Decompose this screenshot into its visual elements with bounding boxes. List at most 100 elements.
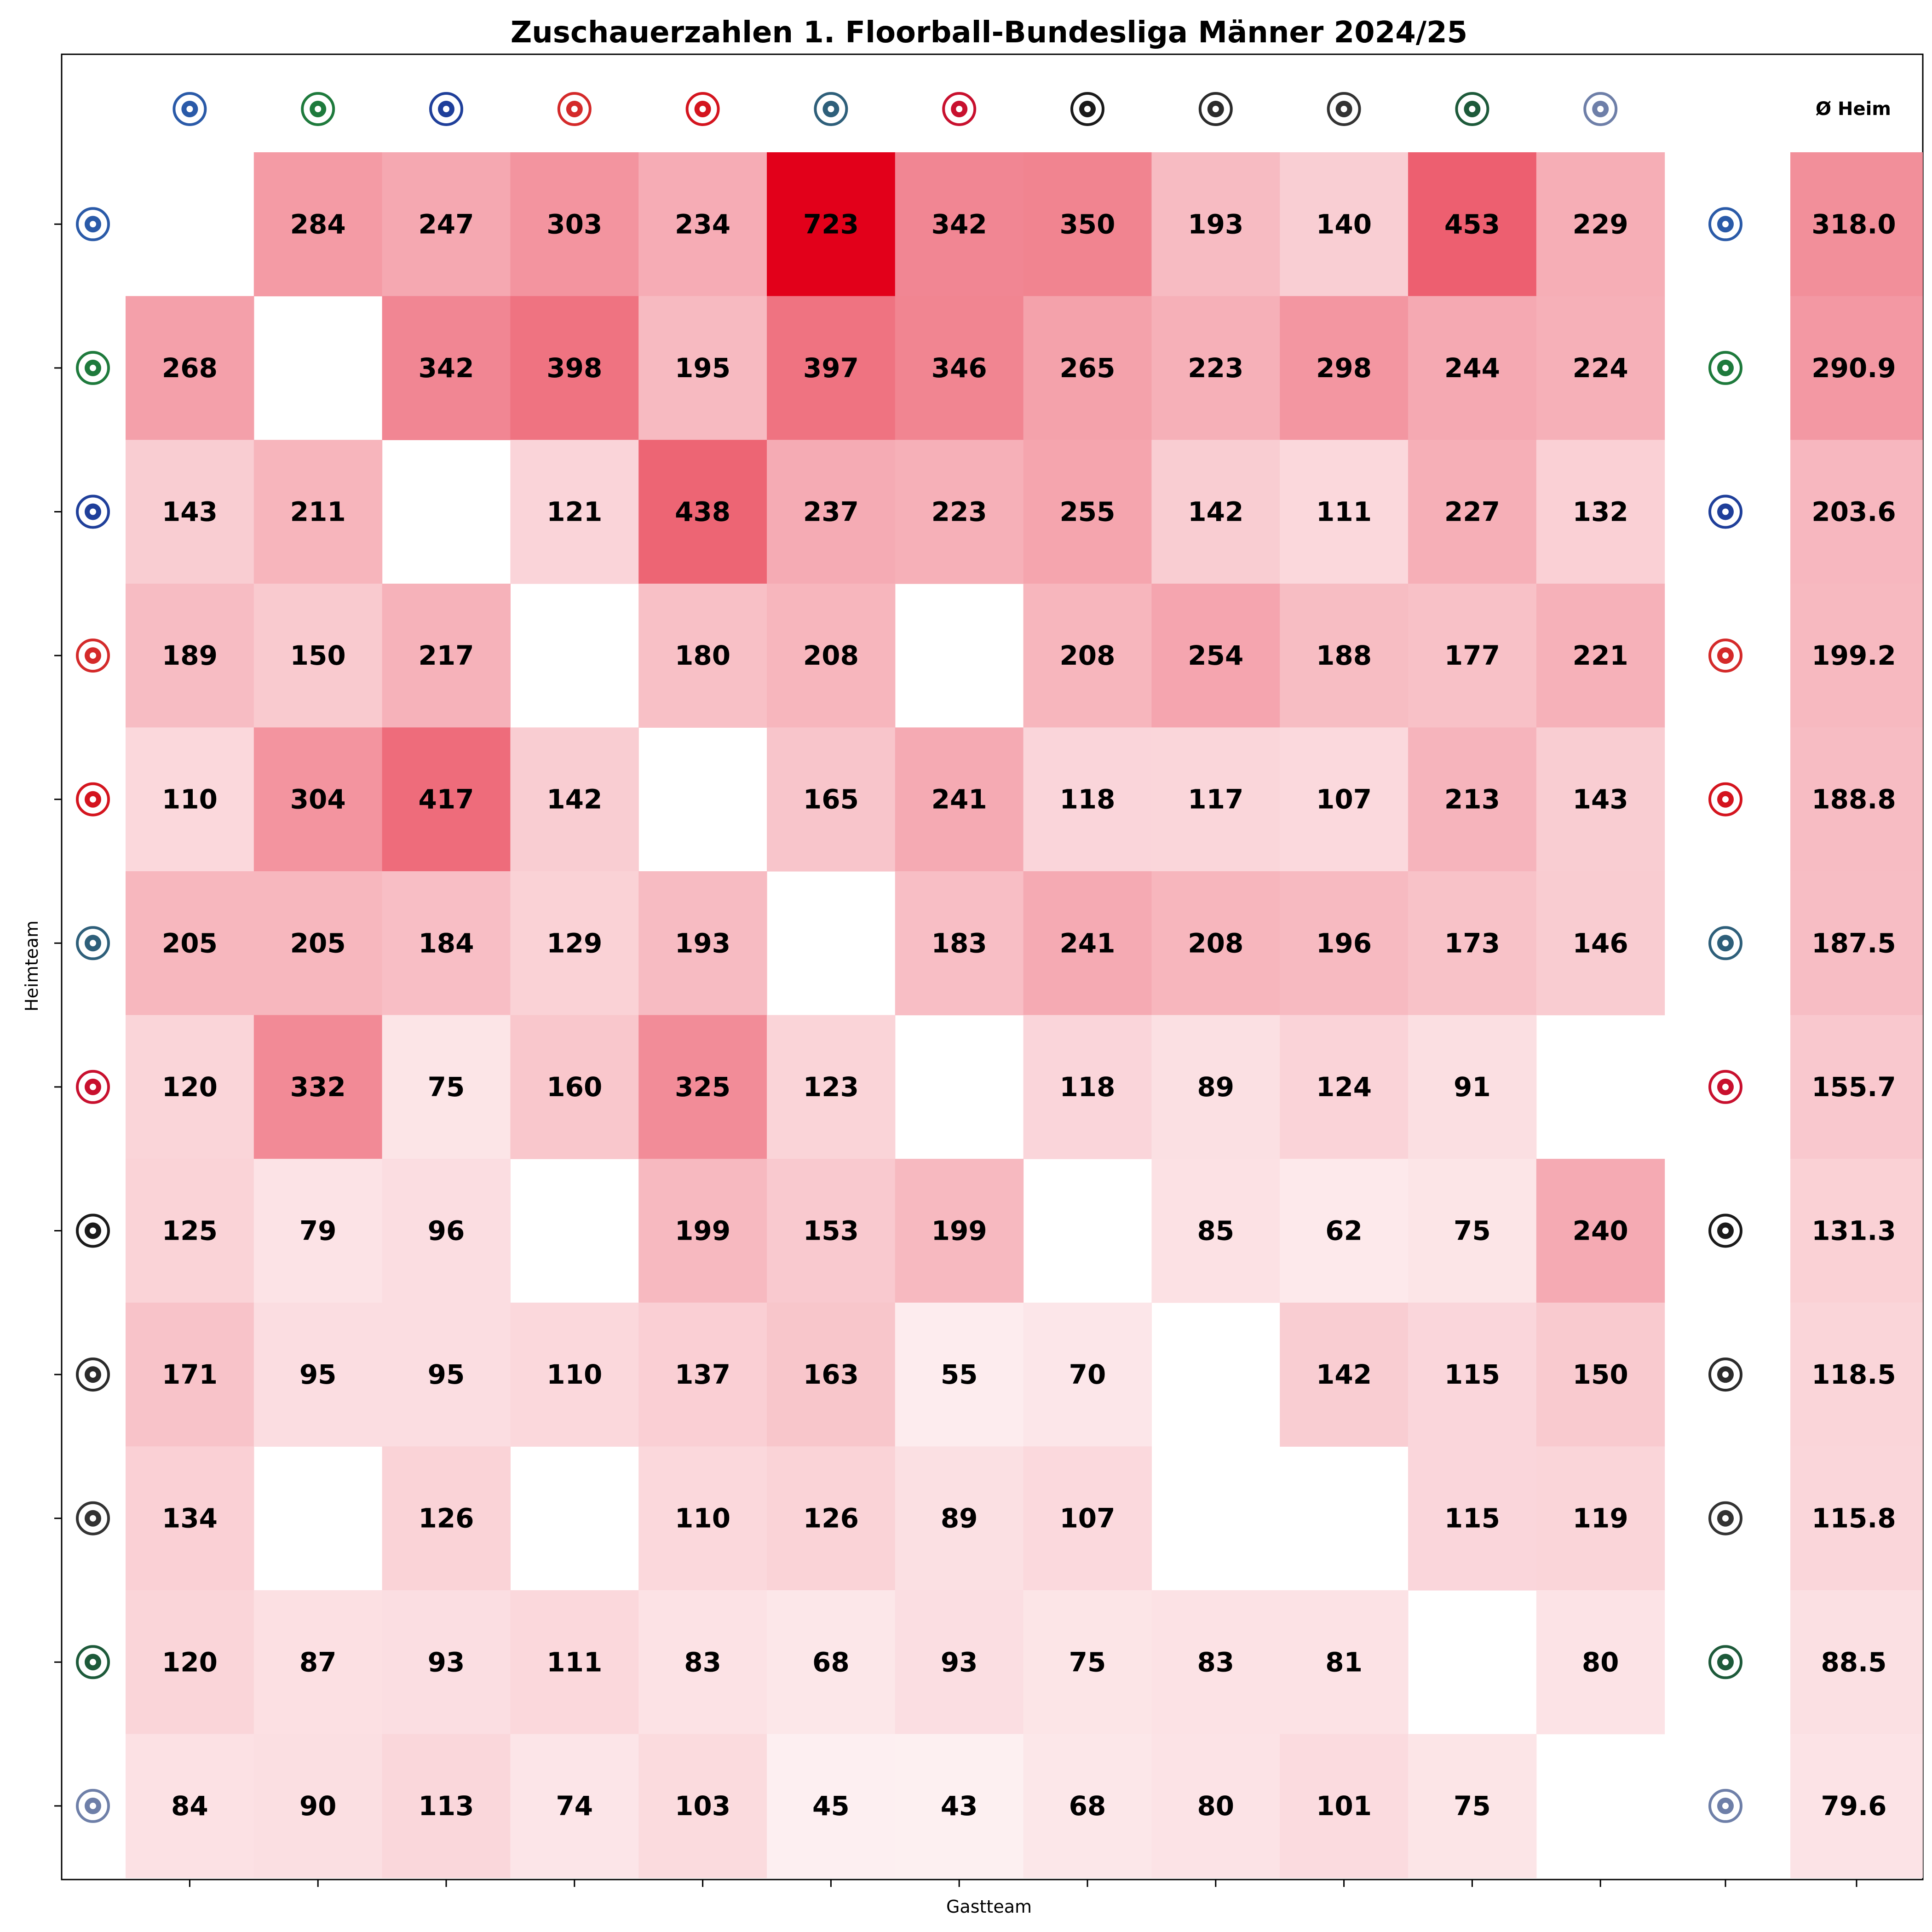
heatmap-cell-3-5 [767,583,896,728]
cell-value-6-10: 91 [1454,1071,1491,1103]
team-logo-4-icon-right-3 [1708,638,1742,673]
cell-value-4-1: 304 [290,784,346,815]
home-average-cell-2 [1790,440,1923,584]
heatmap-cell-1-4 [638,296,767,440]
heatmap-cell-8-7 [1023,1302,1152,1447]
heatmap-cell-11-4 [638,1734,767,1878]
cell-value-9-2: 126 [418,1503,474,1534]
heatmap-cell-10-4 [638,1590,767,1735]
heatmap-cell-0-3 [510,152,639,297]
cell-value-8-3: 110 [546,1359,602,1390]
heatmap-cell-5-6 [895,871,1024,1016]
heatmap-cell-7-6 [895,1159,1024,1303]
cell-value-1-4: 195 [675,352,730,384]
cell-value-11-8: 80 [1197,1790,1234,1822]
heatmap-cell-7-2 [382,1159,511,1303]
heatmap-cell-2-4 [638,440,767,584]
heatmap-cell-0-9 [1280,152,1409,297]
cell-value-7-8: 85 [1197,1215,1234,1247]
team-logo-6-icon-right-5 [1708,926,1742,960]
cell-value-10-9: 81 [1325,1646,1363,1678]
cell-value-2-10: 227 [1444,496,1500,528]
cell-value-10-7: 75 [1069,1646,1106,1678]
heatmap-cell-1-10 [1408,296,1537,440]
y-axis-label: Heimteam [22,920,42,1012]
cell-value-11-9: 101 [1316,1790,1372,1822]
heatmap-cell-4-1 [253,727,383,872]
heatmap-cell-8-5 [767,1302,896,1447]
home-average-cell-10 [1790,1590,1923,1735]
home-average-cell-0 [1790,152,1923,297]
cell-value-2-6: 223 [932,496,987,528]
cell-value-8-0: 171 [162,1359,218,1390]
home-average-cell-6 [1790,1015,1923,1159]
cell-value-2-1: 211 [290,496,346,528]
heatmap-cell-1-11 [1536,296,1665,440]
heatmap-cell-4-5 [767,727,896,872]
cell-value-3-5: 208 [803,640,859,671]
heatmap-cell-2-10 [1408,440,1537,584]
home-average-cell-7 [1790,1159,1923,1303]
team-logo-3-icon-right-2 [1708,494,1742,529]
team-logo-1-icon-row-0 [76,207,110,242]
cell-value-4-3: 142 [546,784,602,815]
team-logo-7-icon-right-6 [1708,1070,1742,1104]
heatmap-cell-2-0 [126,440,254,584]
heatmap-cell-3-2 [382,583,511,728]
cell-value-1-9: 298 [1316,352,1372,384]
heatmap-cell-9-0 [126,1446,254,1591]
heatmap-cell-3-8 [1151,583,1280,728]
cell-value-9-5: 126 [803,1503,859,1534]
heatmap-cell-4-0 [126,727,254,872]
heatmap-cell-8-9 [1280,1302,1409,1447]
heatmap-cell-5-3 [510,871,639,1016]
cell-value-4-8: 117 [1188,784,1243,815]
cell-value-9-6: 89 [941,1503,978,1534]
heatmap-cell-7-5 [767,1159,896,1303]
home-average-value-7: 131.3 [1811,1215,1896,1247]
cell-value-9-4: 110 [675,1503,730,1534]
heatmap-cell-4-7 [1023,727,1152,872]
home-average-value-5: 187.5 [1811,927,1896,959]
heatmap-cell-6-4 [638,1015,767,1159]
team-logo-1-icon-col-0 [172,92,207,126]
heatmap-cell-7-10 [1408,1159,1537,1303]
cell-value-8-11: 150 [1573,1359,1628,1390]
cell-value-5-4: 193 [675,927,730,959]
cell-value-1-7: 265 [1059,352,1115,384]
heatmap-cell-11-6 [895,1734,1024,1878]
cell-value-7-11: 240 [1573,1215,1628,1247]
team-logo-3-icon-row-2 [76,494,110,529]
heatmap-cell-4-3 [510,727,639,872]
heatmap-cell-6-10 [1408,1015,1537,1159]
team-logo-2-icon-col-1 [301,92,335,126]
cell-value-0-4: 234 [675,208,730,240]
home-average-value-6: 155.7 [1811,1071,1896,1103]
cell-value-0-10: 453 [1444,208,1500,240]
cell-value-4-11: 143 [1573,784,1628,815]
team-logo-6-icon-col-5 [814,92,848,126]
heatmap-cell-8-10 [1408,1302,1537,1447]
heatmap-cell-4-9 [1280,727,1409,872]
team-logo-9-icon-row-8 [76,1357,110,1392]
team-logo-5-icon-col-4 [685,92,720,126]
team-logo-6-icon-row-5 [76,926,110,960]
cell-value-7-2: 96 [428,1215,465,1247]
cell-value-8-1: 95 [299,1359,337,1390]
team-logo-11-icon-col-10 [1455,92,1489,126]
cell-value-0-5: 723 [803,208,859,240]
cell-value-8-4: 137 [675,1359,730,1390]
team-logo-5-icon-right-4 [1708,782,1742,816]
heatmap-cell-9-11 [1536,1446,1665,1591]
cell-value-4-9: 107 [1316,784,1372,815]
cell-value-3-10: 177 [1444,640,1500,671]
heatmap-cell-6-5 [767,1015,896,1159]
team-logo-10-icon-right-9 [1708,1501,1742,1535]
cell-value-10-5: 68 [812,1646,850,1678]
heatmap-cell-6-9 [1280,1015,1409,1159]
cell-value-6-2: 75 [428,1071,465,1103]
cell-value-3-7: 208 [1059,640,1115,671]
heatmap-cell-2-6 [895,440,1024,584]
heatmap-cell-10-6 [895,1590,1024,1735]
heatmap-cell-3-10 [1408,583,1537,728]
